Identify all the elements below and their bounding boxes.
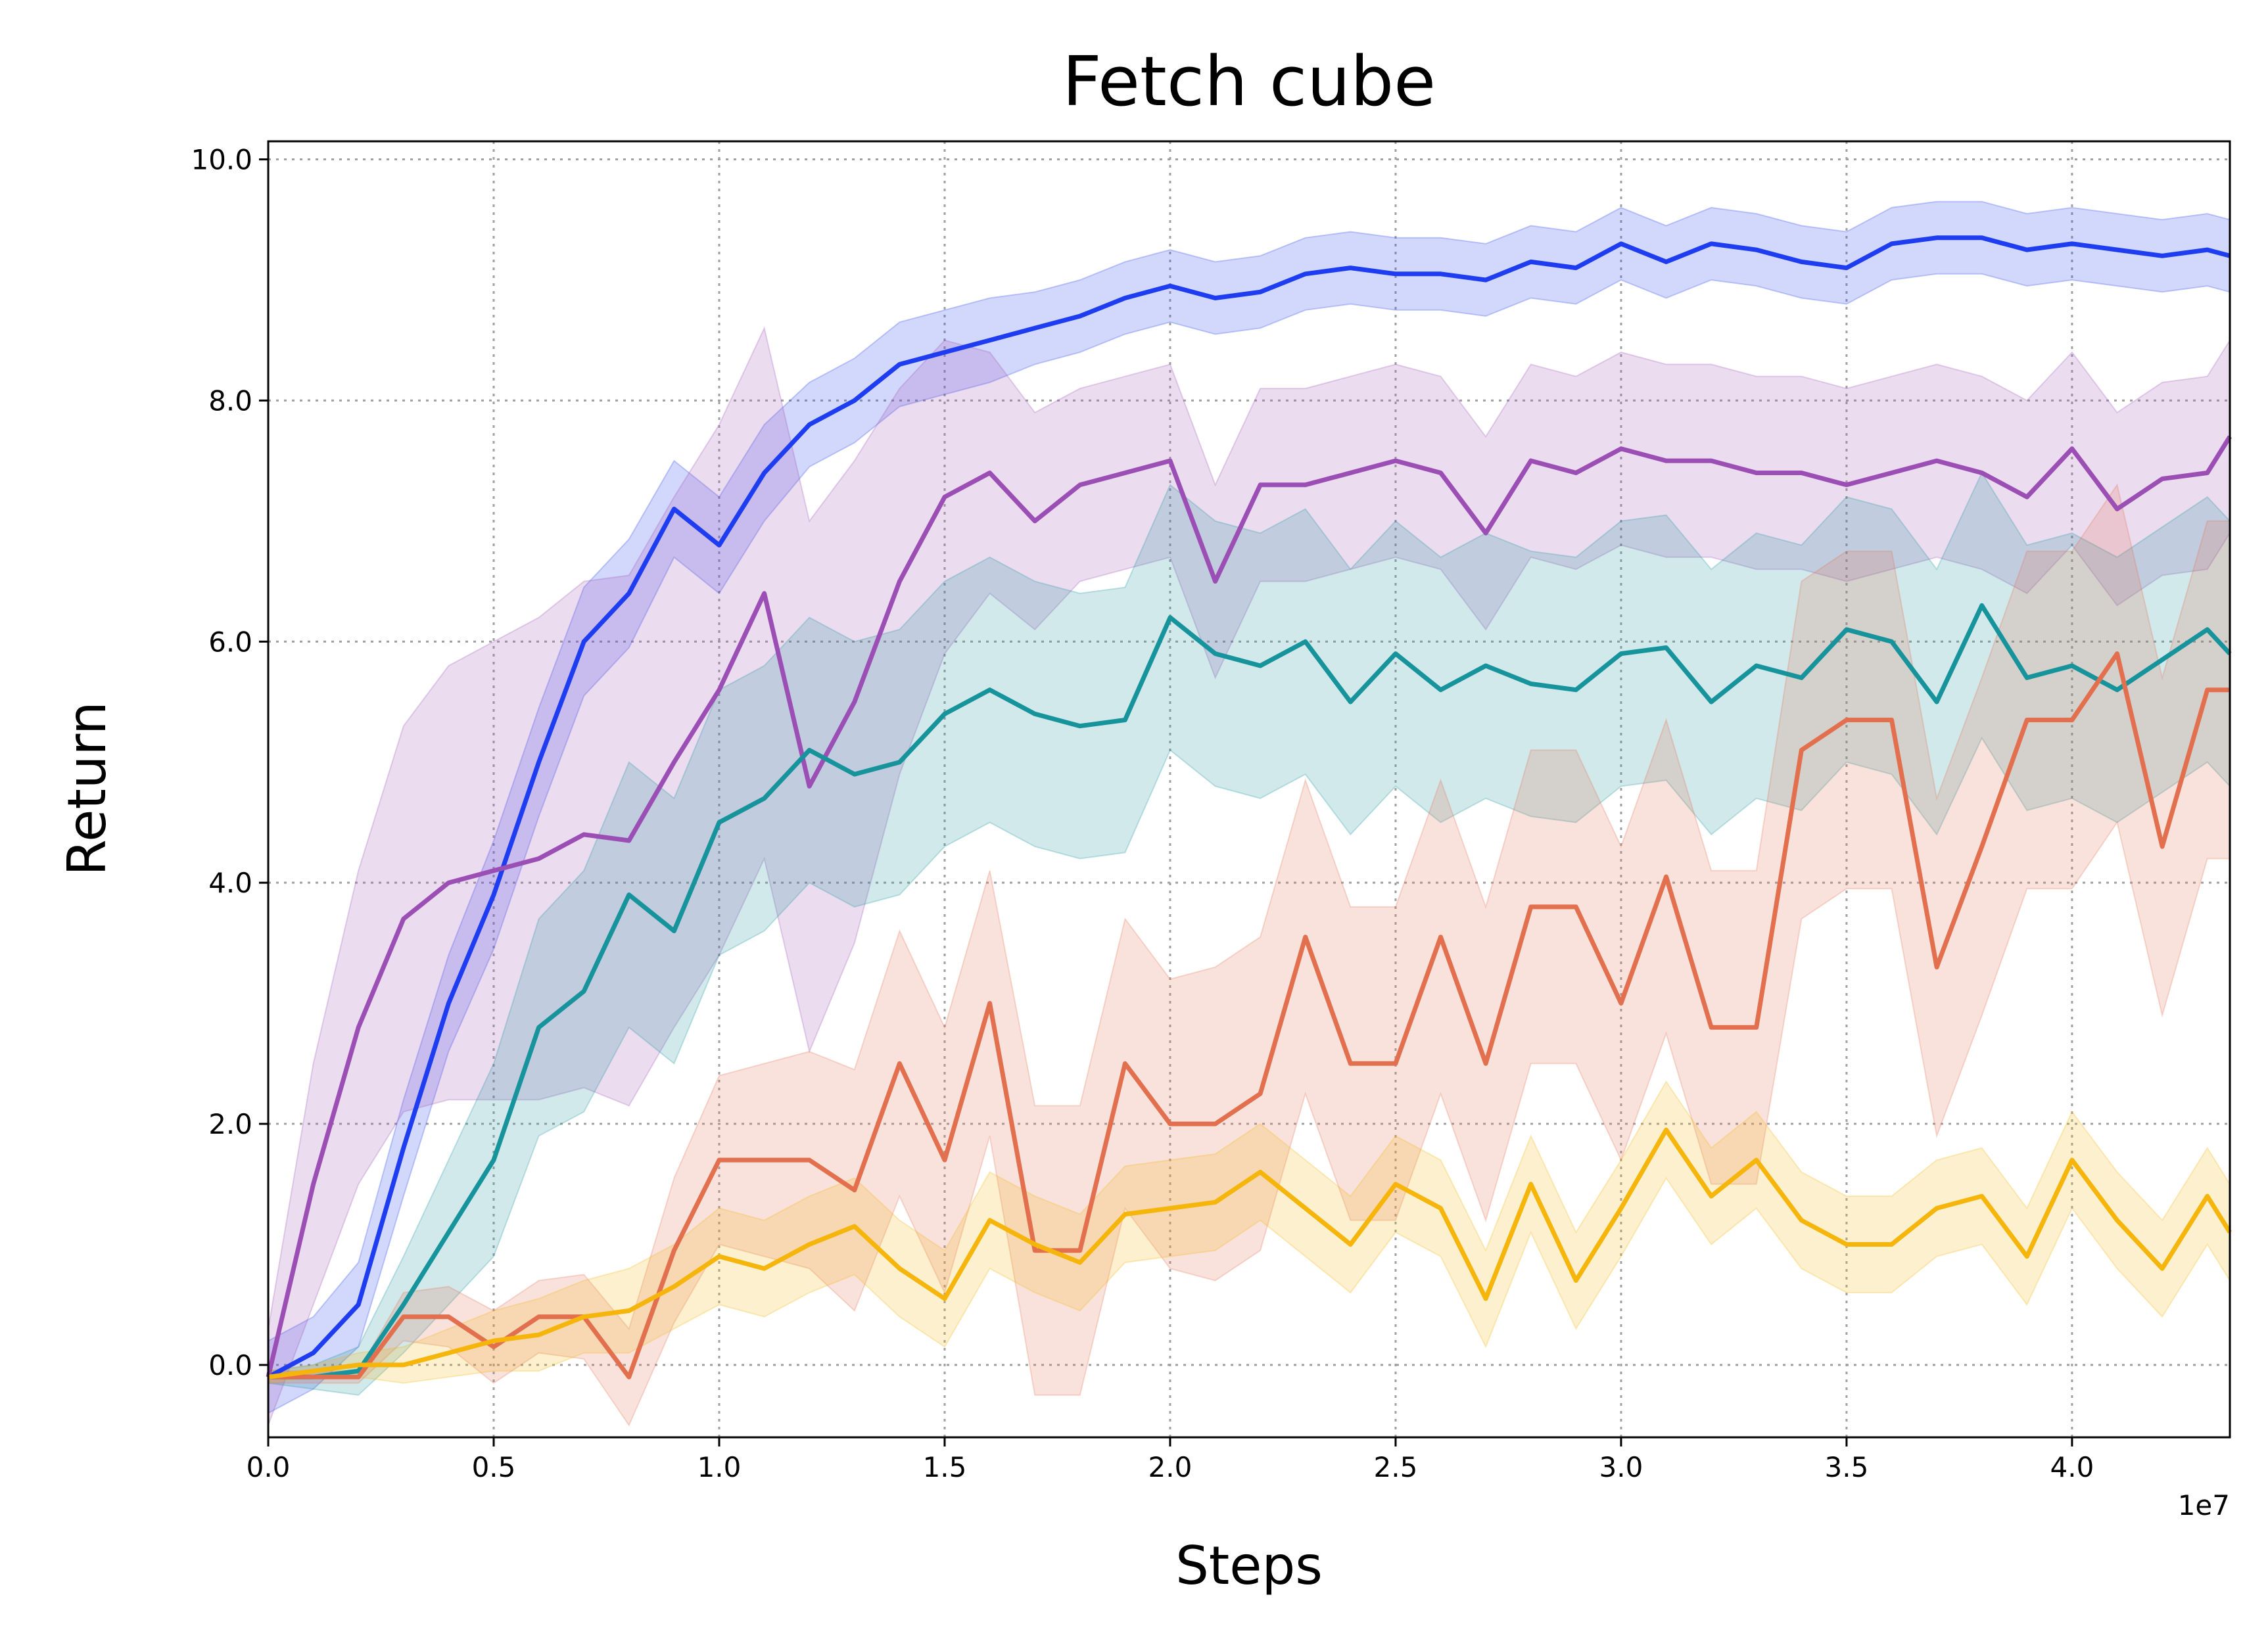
x-tick-label: 1.5 <box>923 1451 967 1483</box>
series-2-line <box>268 603 2232 1379</box>
x-axis-label: Steps <box>1175 1535 1323 1596</box>
x-tick-label: 1.0 <box>697 1451 742 1483</box>
y-axis: 0.0 2.0 4.0 6.0 8.0 10.0 <box>191 144 268 1381</box>
series-3-line <box>268 651 2230 1379</box>
x-tick-label: 3.0 <box>1599 1451 1643 1483</box>
x-tick-label: 0.0 <box>247 1451 291 1483</box>
y-tick-label: 6.0 <box>208 626 252 658</box>
plot-frame <box>267 140 2231 1439</box>
x-tick-label: 0.5 <box>472 1451 516 1483</box>
y-axis-label: Return <box>57 701 118 875</box>
series-4-line <box>268 1127 2232 1379</box>
y-tick-label: 2.0 <box>208 1108 252 1140</box>
x-axis-offset-label: 1e7 <box>2178 1489 2230 1521</box>
chart-title: Fetch cube <box>1062 41 1436 122</box>
series-1-line <box>266 435 2232 1378</box>
series-0-line <box>267 235 2231 1379</box>
y-tick-label: 10.0 <box>191 144 252 176</box>
y-tick-label: 4.0 <box>208 867 252 899</box>
x-tick-label: 2.0 <box>1148 1451 1193 1483</box>
x-tick-label: 2.5 <box>1374 1451 1418 1483</box>
x-tick-label: 4.0 <box>2050 1451 2094 1483</box>
series-lines <box>266 235 2232 1379</box>
x-tick-label: 3.5 <box>1825 1451 1869 1483</box>
y-tick-label: 0.0 <box>208 1349 252 1381</box>
y-tick-label: 8.0 <box>208 384 252 417</box>
x-axis: 0.0 0.5 1.0 1.5 2.0 2.5 3.0 3.5 4.0 <box>247 1437 2094 1483</box>
